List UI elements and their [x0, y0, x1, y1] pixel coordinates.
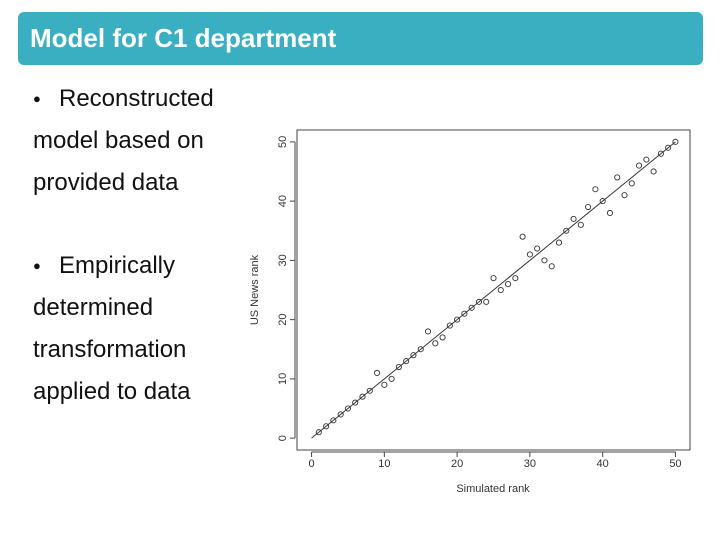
point: [446, 322, 453, 329]
point: [417, 346, 424, 353]
point: [577, 221, 584, 228]
point: [650, 168, 657, 175]
point: [432, 340, 439, 347]
point: [519, 233, 526, 240]
x-tick-label: 10: [378, 458, 390, 470]
bullet: Empirically determined transformation ap…: [7, 245, 258, 413]
point: [359, 393, 366, 400]
slide-title: Model for C1 department: [30, 23, 337, 53]
point: [497, 286, 504, 294]
point: [461, 310, 468, 317]
point: [555, 239, 563, 246]
point: [395, 363, 402, 371]
y-tick-label: 10: [277, 373, 289, 385]
y-axis-label: US News rank: [249, 254, 261, 325]
y-tick-label: 40: [277, 195, 289, 207]
point: [541, 257, 548, 264]
x-tick-label: 0: [308, 458, 314, 470]
point: [366, 387, 373, 394]
point: [512, 275, 519, 282]
point: [337, 411, 344, 418]
y-tick-label: 0: [277, 435, 289, 441]
point: [563, 227, 570, 234]
point: [636, 162, 643, 169]
point: [374, 369, 381, 377]
title-bar: Model for C1 department: [18, 12, 703, 65]
x-tick-label: 20: [451, 458, 463, 470]
point: [672, 138, 679, 145]
point: [439, 334, 446, 341]
point: [468, 304, 475, 311]
y-tick-label: 20: [277, 314, 289, 326]
point: [475, 298, 482, 305]
point: [585, 203, 592, 211]
x-tick-label: 30: [524, 458, 536, 470]
fit-line: [311, 141, 676, 439]
point: [424, 328, 432, 335]
point: [483, 298, 490, 305]
point: [352, 399, 359, 406]
x-axis-label: Simulated rank: [456, 483, 530, 495]
point: [526, 251, 533, 258]
y-tick-label: 50: [277, 136, 289, 148]
point: [315, 429, 322, 436]
point: [621, 192, 628, 199]
point: [665, 144, 672, 151]
point: [381, 381, 388, 388]
point: [454, 316, 461, 323]
point: [505, 281, 512, 288]
y-tick-label: 30: [277, 254, 289, 266]
point: [628, 180, 635, 187]
point: [592, 186, 599, 193]
point: [643, 156, 650, 163]
point: [344, 405, 351, 412]
bullet: Reconstructed model based on provided da…: [7, 78, 258, 204]
point: [599, 198, 606, 205]
point: [330, 417, 337, 424]
point: [388, 375, 395, 382]
point: [614, 174, 621, 181]
point: [323, 423, 330, 430]
point: [548, 263, 555, 270]
point: [490, 275, 497, 282]
point: [410, 352, 417, 359]
plot-frame: [296, 129, 691, 451]
point: [403, 358, 410, 365]
point: [570, 215, 577, 222]
point: [657, 150, 664, 157]
x-tick-label: 40: [597, 458, 609, 470]
point: [606, 209, 613, 217]
point: [534, 245, 541, 252]
x-tick-label: 50: [669, 458, 681, 470]
